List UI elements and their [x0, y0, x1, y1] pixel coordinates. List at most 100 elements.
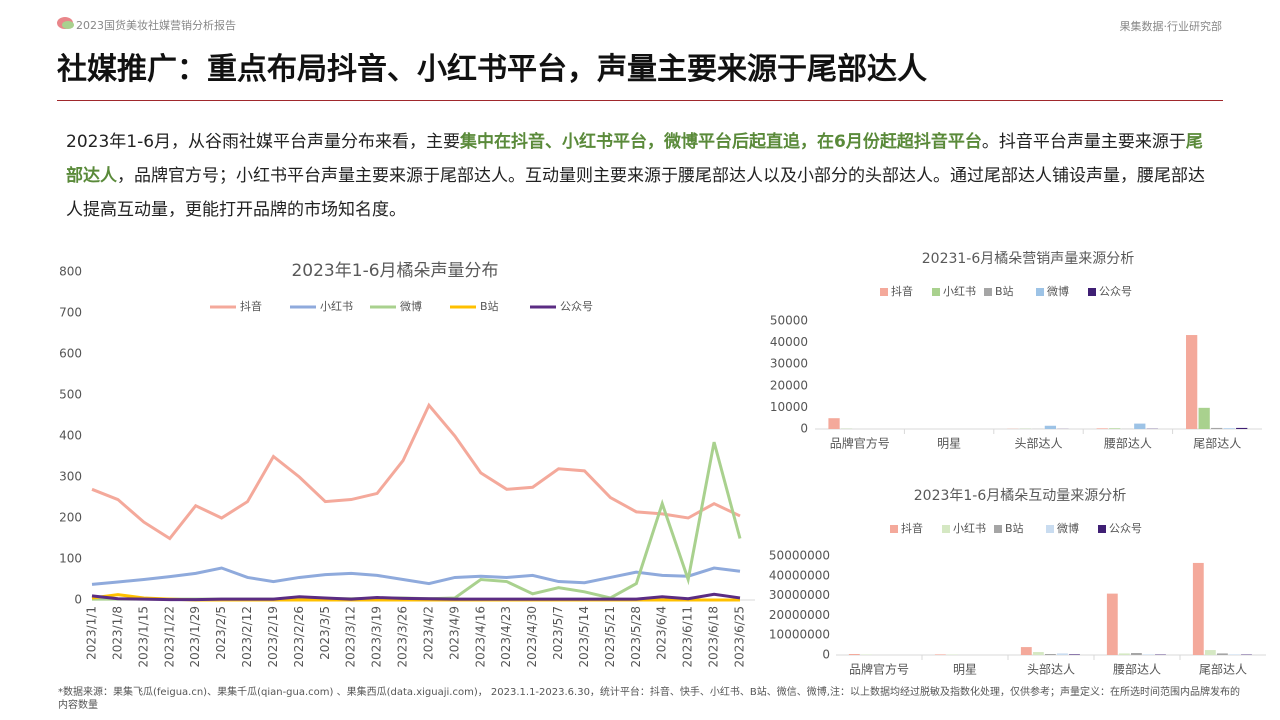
y-tick-label: 0: [800, 422, 808, 436]
x-tick-label: 2023/1/22: [162, 606, 176, 668]
bar: [1204, 650, 1216, 655]
x-tick-label: 2023/4/2: [421, 606, 435, 660]
line: [91, 566, 741, 586]
title-rule: [57, 100, 1223, 101]
y-tick-label: 10000: [770, 400, 808, 414]
logo: [57, 17, 74, 29]
y-tick-label: 30000: [770, 357, 808, 371]
y-tick-label: 400: [59, 429, 82, 443]
x-tick-label: 尾部达人: [1193, 436, 1241, 451]
bar: [1118, 653, 1130, 655]
report-name: 2023国货美妆社媒营销分析报告: [76, 19, 236, 32]
legend-label: 小红书: [943, 285, 976, 298]
bar: [1143, 654, 1154, 655]
legend-label: 小红书: [953, 522, 986, 535]
bar: [1044, 654, 1056, 655]
x-tick-label: 2023/1/1: [85, 606, 99, 660]
bar: [1192, 562, 1204, 655]
bar: [1096, 428, 1108, 429]
legend-label: B站: [1005, 521, 1024, 535]
y-tick-label: 50000: [770, 314, 808, 328]
chart-title: 20231-6月橘朵营销声量来源分析: [922, 251, 1135, 267]
y-tick-label: 500: [59, 388, 82, 402]
x-tick-label: 2023/3/5: [318, 606, 332, 660]
y-tick-label: 800: [59, 265, 82, 279]
x-tick-label: 2023/1/15: [136, 606, 150, 668]
paragraph: 2023年1-6月，从谷雨社媒平台声量分布来看，主要集中在抖音、小红书平台，微博…: [66, 125, 1206, 227]
slide-title: 社媒推广：重点布局抖音、小红书平台，声量主要来源于尾部达人: [57, 52, 927, 87]
x-tick-label: 2023/3/19: [370, 606, 384, 668]
x-tick-label: 2023/5/21: [603, 606, 617, 668]
y-tick-label: 0: [822, 648, 830, 662]
x-tick-label: 腰部达人: [1113, 662, 1161, 677]
bar: [1044, 425, 1057, 429]
x-tick-label: 品牌官方号: [849, 662, 909, 677]
highlight: 集中在抖音、小红书平台，微博平台后起直追，在6月份赶超抖音平台: [460, 132, 982, 152]
legend-swatch: [1098, 525, 1106, 533]
legend-swatch: [942, 525, 950, 533]
legend-swatch: [890, 525, 898, 533]
footnote: *数据来源：果集飞瓜(feigua.cn)、果集千瓜(qian-gua.com)…: [58, 687, 1240, 711]
x-tick-label: 2023/2/26: [292, 606, 306, 668]
x-tick-label: 明星: [937, 437, 961, 451]
bar: [828, 418, 840, 429]
chart-title: 2023年1-6月橘朵声量分布: [291, 261, 498, 281]
x-tick-label: 2023/1/8: [110, 606, 124, 660]
x-tick-label: 腰部达人: [1104, 436, 1152, 451]
bar: [1106, 593, 1118, 655]
x-tick-label: 2023/3/26: [396, 606, 410, 668]
x-tick-label: 2023/5/7: [551, 606, 565, 660]
bar: [848, 654, 860, 655]
bar: [1069, 654, 1080, 655]
legend-swatch: [994, 525, 1002, 533]
legend-label: 公众号: [1099, 285, 1132, 298]
y-tick-label: 20000: [770, 378, 808, 392]
y-tick-label: 300: [59, 470, 82, 484]
legend-swatch: [880, 288, 888, 296]
bar: [1198, 407, 1210, 429]
legend-label: 抖音: [901, 521, 923, 535]
x-tick-label: 品牌官方号: [830, 436, 890, 451]
bar: [1216, 653, 1228, 655]
y-tick-label: 40000000: [769, 568, 830, 582]
y-tick-label: 20000000: [769, 608, 830, 622]
y-tick-label: 40000: [770, 335, 808, 349]
highlight: 尾部达人: [66, 132, 1203, 186]
x-tick-label: 2023/6/25: [733, 606, 747, 668]
bar: [1186, 335, 1198, 429]
x-tick-label: 2023/2/5: [214, 606, 228, 660]
x-tick-label: 尾部达人: [1199, 662, 1247, 677]
legend-label: 公众号: [1109, 522, 1142, 535]
y-tick-label: 10000000: [769, 628, 830, 642]
y-tick-label: 50000000: [769, 549, 830, 563]
x-tick-label: 2023/2/12: [240, 606, 254, 668]
chart-title: 2023年1-6月橘朵互动量来源分析: [914, 488, 1127, 504]
x-tick-label: 2023/4/16: [473, 606, 487, 668]
bar: [1211, 427, 1223, 429]
y-tick-label: 200: [59, 511, 82, 525]
x-tick-label: 2023/4/23: [499, 606, 513, 668]
x-tick-label: 2023/1/29: [188, 606, 202, 668]
bar: [1032, 652, 1044, 655]
bar: [1134, 423, 1146, 429]
y-tick-label: 700: [59, 306, 82, 320]
y-tick-label: 0: [74, 593, 82, 607]
legend-label: 微博: [1057, 521, 1079, 535]
x-tick-label: 2023/2/19: [266, 606, 280, 668]
y-tick-label: 600: [59, 347, 82, 361]
x-tick-label: 2023/5/28: [629, 606, 643, 668]
bar: [1236, 427, 1248, 429]
legend-label: 公众号: [560, 300, 593, 313]
bar: [934, 654, 946, 655]
y-tick-label: 30000000: [769, 588, 830, 602]
line: [91, 592, 741, 602]
x-tick-label: 头部达人: [1014, 436, 1062, 451]
text: 。抖音平台声量主要来源于: [981, 132, 1186, 152]
legend-label: 抖音: [891, 284, 913, 298]
legend-label: 微博: [1047, 284, 1069, 298]
org-name: 果集数据·行业研究部: [1119, 20, 1223, 33]
x-tick-label: 2023/6/4: [655, 606, 669, 660]
legend-label: 微博: [400, 299, 422, 313]
